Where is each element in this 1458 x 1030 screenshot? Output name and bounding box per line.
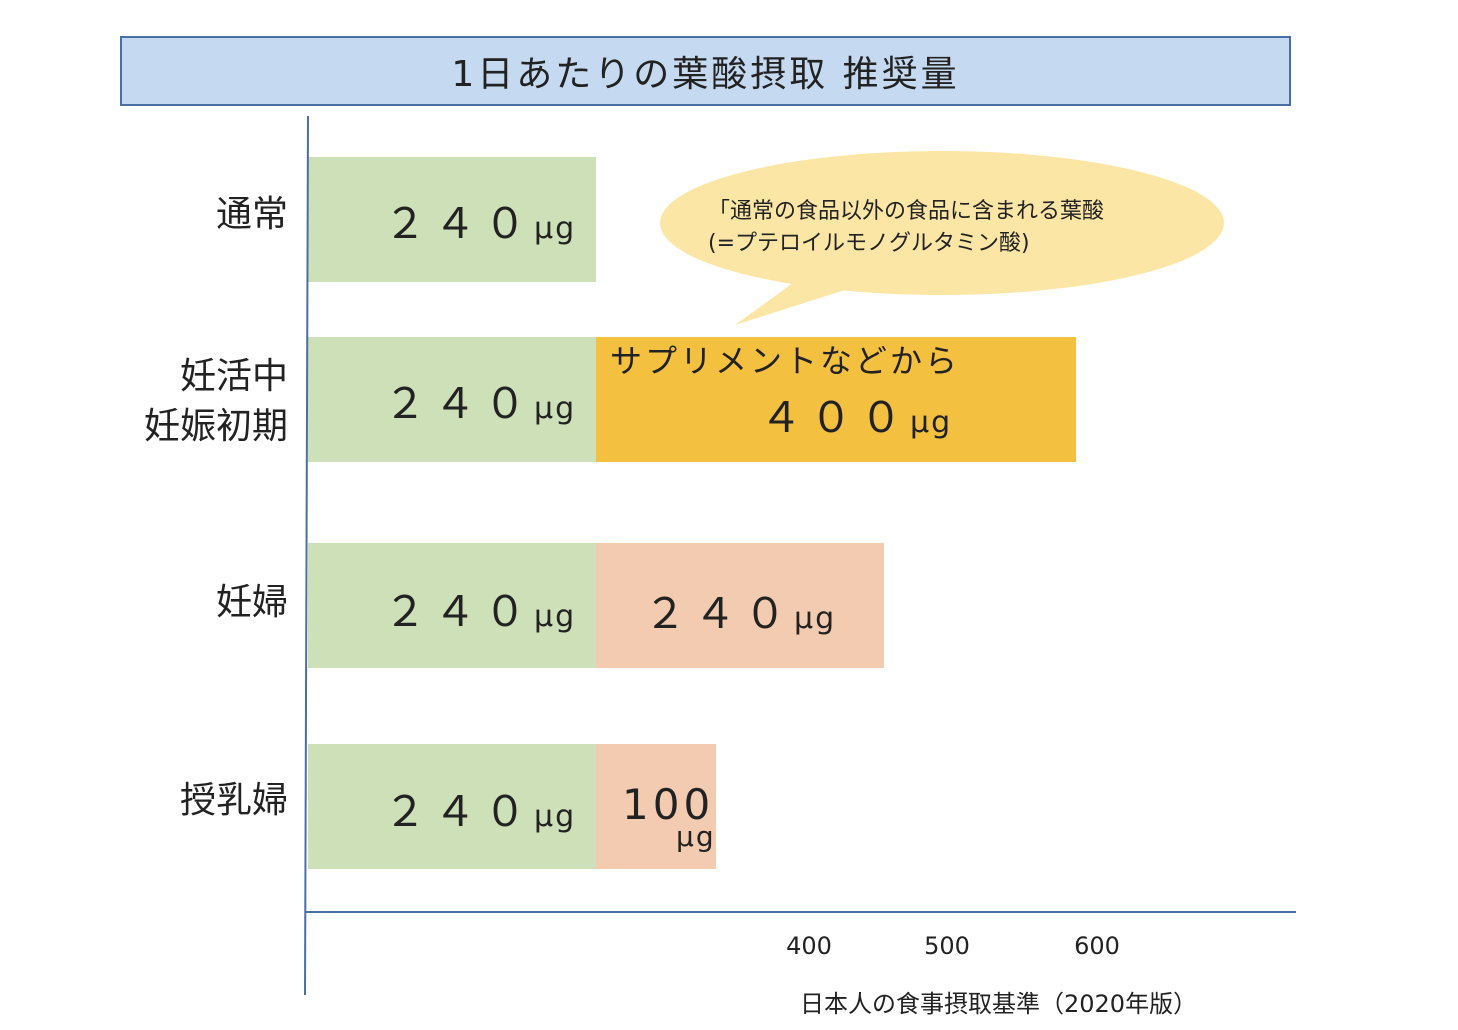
data-label-lactating-unit: μg <box>676 820 716 853</box>
callout-line-2: (=プテロイルモノグルタミン酸) <box>708 231 1030 256</box>
data-label-base-normal: ２４０μg <box>384 190 576 251</box>
category-label-lactating: 授乳婦 <box>180 776 288 826</box>
category-label-line: 妊活中 <box>179 356 288 397</box>
x-tick-label: 400 <box>786 932 832 960</box>
data-label-value: ４００ <box>760 393 911 442</box>
data-label-unit: μg <box>910 405 953 440</box>
category-label-line: 妊婦 <box>215 582 288 623</box>
data-label-value: ２４０ <box>644 589 795 638</box>
bar-additional-3 <box>596 543 884 668</box>
category-label-preconception: 妊活中 妊娠初期 <box>144 352 288 452</box>
callout-line-1: 「通常の食品以外の食品に含まれる葉酸 <box>708 199 1105 224</box>
category-label-line: 通常 <box>215 194 288 235</box>
data-label-unit: μg <box>534 599 577 634</box>
data-label-unit: μg <box>794 601 837 636</box>
bar-base-2 <box>308 337 596 462</box>
bar-base-4 <box>308 744 596 869</box>
data-label-base-lactating: ２４０μg <box>384 778 576 839</box>
data-label-value: ２４０ <box>384 587 535 636</box>
data-label-unit: μg <box>534 799 577 834</box>
chart-title: 1日あたりの葉酸摂取 推奨量 <box>120 36 1291 106</box>
x-tick-label: 500 <box>924 932 970 960</box>
category-label-line: 妊娠初期 <box>143 406 288 447</box>
bar-additional-4 <box>596 744 716 869</box>
source-note: 日本人の食事摂取基準（2020年版） <box>800 990 1198 1018</box>
bar-base-1 <box>308 157 596 282</box>
bar-supplement-2 <box>596 337 1076 462</box>
data-label-lactating-extra: 100 <box>622 780 715 829</box>
data-label-value: ２４０ <box>384 379 535 428</box>
category-label-normal: 通常 <box>216 190 288 240</box>
category-label-pregnant: 妊婦 <box>216 578 288 628</box>
callout-text: 「通常の食品以外の食品に含まれる葉酸 (=プテロイルモノグルタミン酸) <box>708 196 1104 260</box>
callout-bubble <box>660 151 1224 325</box>
data-label-supplement: ４００μg <box>760 384 952 445</box>
data-label-unit: μg <box>534 391 577 426</box>
data-label-value: ２４０ <box>384 199 535 248</box>
data-label-supplement-caption: サプリメントなどから <box>610 342 961 380</box>
bar-base-3 <box>308 543 596 668</box>
data-label-unit: μg <box>534 211 577 246</box>
data-label-value: ２４０ <box>384 787 535 836</box>
y-axis <box>304 115 309 996</box>
data-label-base-pregnant: ２４０μg <box>384 578 576 639</box>
x-tick-label: 600 <box>1074 932 1120 960</box>
category-label-line: 授乳婦 <box>179 780 288 821</box>
data-label-pregnant-extra: ２４０μg <box>644 580 836 641</box>
data-label-base-preconception: ２４０μg <box>384 370 576 431</box>
